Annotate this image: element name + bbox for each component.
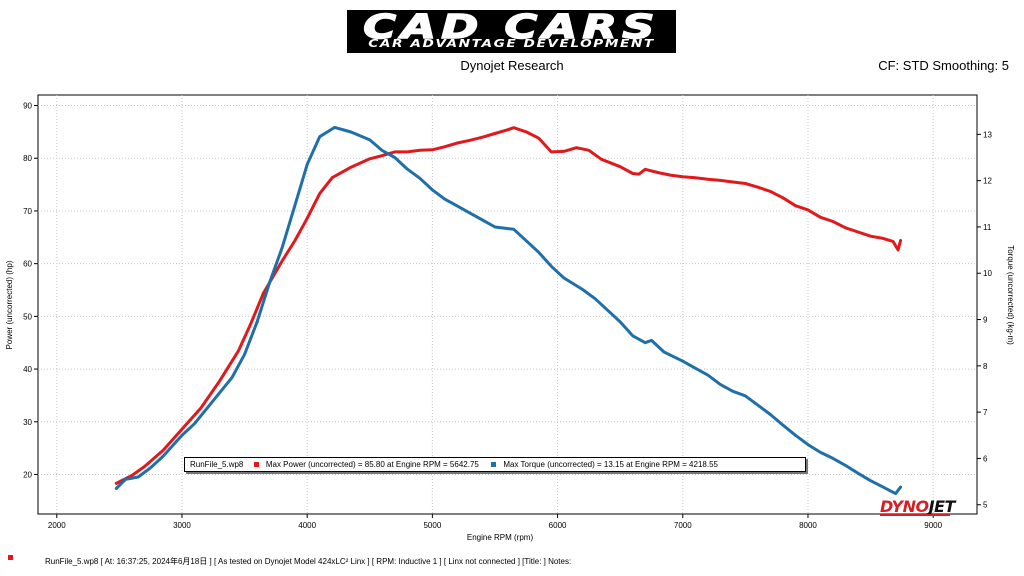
torque-curve bbox=[114, 125, 903, 496]
right-tick-label: 10 bbox=[983, 269, 992, 278]
series-layer bbox=[114, 125, 903, 496]
chart-legend: RunFile_5.wp8 Max Power (uncorrected) = … bbox=[184, 457, 806, 472]
left-tick-label: 80 bbox=[23, 154, 32, 163]
grid-lines bbox=[38, 95, 977, 514]
left-tick-label: 20 bbox=[23, 470, 32, 479]
x-axis-label: Engine RPM (rpm) bbox=[467, 533, 534, 542]
logo-subtitle: CAR ADVANTAGE DEVELOPMENT bbox=[368, 38, 655, 50]
logo-title: CAD CARS bbox=[362, 10, 660, 47]
legend-file-name: RunFile_5.wp8 bbox=[190, 460, 244, 469]
dynojet-logo: DYNOJET bbox=[880, 497, 955, 516]
right-tick-label: 5 bbox=[983, 501, 988, 510]
right-y-axis-ticks: 5 6 7 8 9 10 11 12 13 bbox=[977, 130, 992, 510]
legend-power-swatch bbox=[253, 462, 259, 467]
right-tick-label: 11 bbox=[983, 223, 992, 232]
run-info-footer: RunFile_5.wp8 [ At: 16:37:25, 2024年6月18日… bbox=[45, 557, 572, 566]
x-tick-label: 7000 bbox=[674, 521, 692, 530]
left-y-axis-label: Power (uncorrected) (hp) bbox=[5, 260, 14, 349]
x-axis-ticks: 2000 3000 4000 5000 6000 7000 8000 9000 bbox=[48, 514, 943, 530]
left-tick-label: 70 bbox=[23, 207, 32, 216]
left-tick-label: 40 bbox=[23, 365, 32, 374]
correction-factor-label: CF: STD Smoothing: 5 bbox=[878, 58, 1009, 73]
x-tick-label: 6000 bbox=[549, 521, 567, 530]
right-tick-label: 9 bbox=[983, 316, 988, 325]
left-y-axis-ticks: 20 30 40 50 60 70 80 90 bbox=[23, 102, 38, 479]
dynojet-logo-underline bbox=[880, 514, 950, 516]
dynojet-logo-part1: DYNO bbox=[880, 497, 929, 516]
x-tick-label: 8000 bbox=[799, 521, 817, 530]
dynojet-logo-part2: JET bbox=[928, 497, 956, 516]
plot-area bbox=[37, 94, 978, 515]
right-tick-label: 12 bbox=[983, 177, 992, 186]
right-tick-label: 13 bbox=[983, 130, 992, 139]
left-tick-label: 90 bbox=[23, 102, 32, 111]
x-tick-label: 4000 bbox=[298, 521, 316, 530]
x-tick-label: 9000 bbox=[924, 521, 942, 530]
left-tick-label: 50 bbox=[23, 312, 32, 321]
x-tick-label: 5000 bbox=[423, 521, 441, 530]
chart-subtitle: Dynojet Research bbox=[460, 58, 564, 73]
left-tick-label: 60 bbox=[23, 260, 32, 269]
x-tick-label: 2000 bbox=[48, 521, 66, 530]
legend-torque-entry: Max Torque (uncorrected) = 13.15 at Engi… bbox=[503, 460, 718, 469]
footer-series-marker bbox=[8, 555, 13, 560]
right-tick-label: 7 bbox=[983, 408, 988, 417]
power-curve bbox=[114, 126, 903, 485]
right-tick-label: 8 bbox=[983, 362, 988, 371]
legend-power-entry: Max Power (uncorrected) = 85.80 at Engin… bbox=[265, 460, 479, 469]
x-tick-label: 3000 bbox=[173, 521, 191, 530]
left-tick-label: 30 bbox=[23, 418, 32, 427]
right-tick-label: 6 bbox=[983, 454, 988, 463]
right-y-axis-label: Torque (uncorrected) (kg-m) bbox=[1006, 245, 1015, 345]
legend-torque-swatch bbox=[491, 462, 497, 467]
brand-logo: CAD CARS CAR ADVANTAGE DEVELOPMENT bbox=[347, 10, 676, 53]
